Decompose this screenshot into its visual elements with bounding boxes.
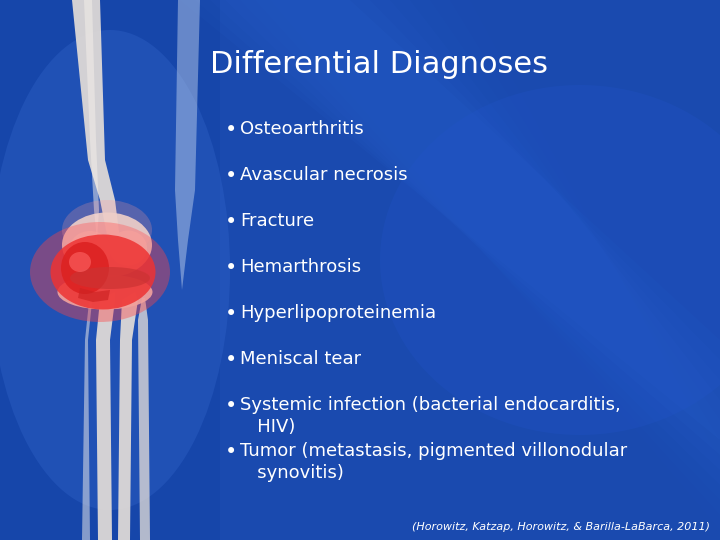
Ellipse shape — [50, 234, 156, 309]
Ellipse shape — [30, 222, 170, 322]
Text: Hemarthrosis: Hemarthrosis — [240, 258, 361, 276]
Text: •: • — [225, 212, 238, 232]
Polygon shape — [84, 0, 99, 240]
Text: •: • — [225, 166, 238, 186]
Text: •: • — [225, 396, 238, 416]
Ellipse shape — [380, 85, 720, 435]
Polygon shape — [138, 298, 150, 540]
Text: Osteoarthritis: Osteoarthritis — [240, 120, 364, 138]
Ellipse shape — [62, 200, 152, 260]
Text: Fracture: Fracture — [240, 212, 314, 230]
Polygon shape — [175, 0, 200, 290]
Text: •: • — [225, 442, 238, 462]
Ellipse shape — [69, 252, 91, 272]
Text: Meniscal tear: Meniscal tear — [240, 350, 361, 368]
Text: •: • — [225, 350, 238, 370]
Polygon shape — [82, 302, 92, 540]
Polygon shape — [72, 0, 120, 250]
Text: •: • — [225, 258, 238, 278]
Text: (Horowitz, Katzap, Horowitz, & Barilla-LaBarca, 2011): (Horowitz, Katzap, Horowitz, & Barilla-L… — [412, 522, 710, 532]
Text: Avascular necrosis: Avascular necrosis — [240, 166, 408, 184]
Ellipse shape — [109, 231, 147, 266]
Polygon shape — [76, 292, 138, 540]
Ellipse shape — [58, 274, 153, 309]
Text: •: • — [225, 120, 238, 140]
Ellipse shape — [0, 30, 230, 510]
Ellipse shape — [70, 267, 150, 289]
Text: •: • — [225, 304, 238, 324]
Polygon shape — [78, 288, 110, 302]
Ellipse shape — [69, 231, 111, 269]
Ellipse shape — [61, 242, 109, 294]
Text: Systemic infection (bacterial endocarditis,
   HIV): Systemic infection (bacterial endocardit… — [240, 396, 621, 435]
Bar — [0, 0, 220, 540]
Text: Hyperlipoproteinemia: Hyperlipoproteinemia — [240, 304, 436, 322]
Text: Differential Diagnoses: Differential Diagnoses — [210, 50, 548, 79]
Ellipse shape — [62, 213, 152, 278]
Text: Tumor (metastasis, pigmented villonodular
   synovitis): Tumor (metastasis, pigmented villonodula… — [240, 442, 627, 482]
